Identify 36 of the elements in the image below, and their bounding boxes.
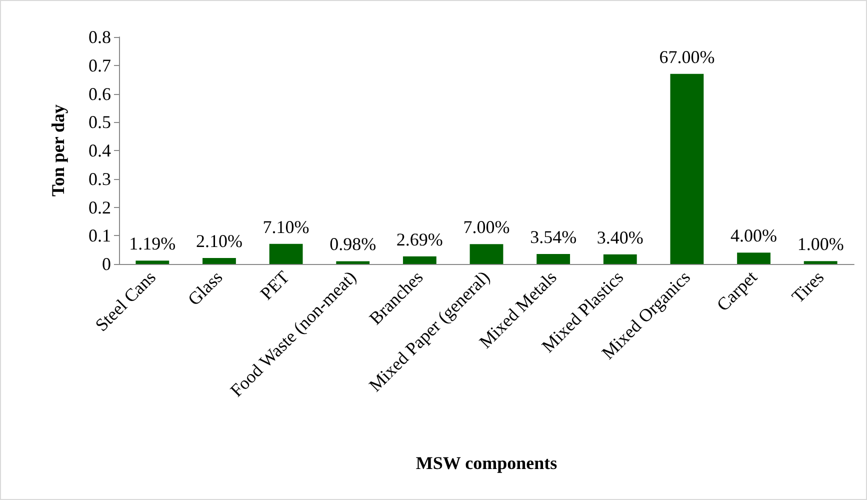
- y-tick-label: 0: [102, 254, 111, 274]
- data-label: 4.00%: [730, 226, 778, 246]
- bar: [136, 260, 170, 264]
- y-tick-label: 0.4: [88, 140, 111, 160]
- data-label: 3.40%: [596, 227, 644, 248]
- y-tick-label: 0.8: [88, 27, 111, 47]
- data-label: 67.00%: [659, 46, 715, 67]
- x-tick-label: Tires: [788, 266, 828, 307]
- y-tick-label: 0.5: [88, 112, 111, 132]
- y-tick-label: 0.1: [88, 226, 111, 246]
- data-label: 2.69%: [396, 229, 443, 250]
- bar: [737, 252, 770, 264]
- bar: [336, 261, 370, 264]
- data-label: 7.00%: [463, 217, 510, 238]
- bar: [603, 254, 637, 264]
- y-axis-title: Ton per day: [48, 104, 68, 197]
- y-tick-label: 0.3: [88, 168, 111, 189]
- data-label: 7.10%: [262, 216, 310, 237]
- x-axis-title: MSW components: [416, 453, 558, 473]
- y-tick-label: 0.6: [88, 84, 111, 104]
- data-label: 1.00%: [797, 234, 844, 254]
- x-tick-label: PET: [256, 266, 294, 304]
- bar: [269, 244, 303, 264]
- data-label: 0.98%: [330, 234, 376, 254]
- data-label: 2.10%: [196, 231, 242, 252]
- bar: [804, 261, 838, 264]
- bar: [402, 256, 436, 264]
- bar: [536, 254, 570, 264]
- y-tick-label: 0.2: [88, 197, 111, 218]
- data-label: 1.19%: [129, 234, 176, 254]
- x-tick-label: Glass: [184, 266, 226, 310]
- y-tick-label: 0.7: [88, 55, 111, 76]
- bar: [470, 244, 504, 264]
- bar: [670, 74, 704, 264]
- bar: [202, 258, 236, 264]
- data-label: 3.54%: [530, 226, 577, 247]
